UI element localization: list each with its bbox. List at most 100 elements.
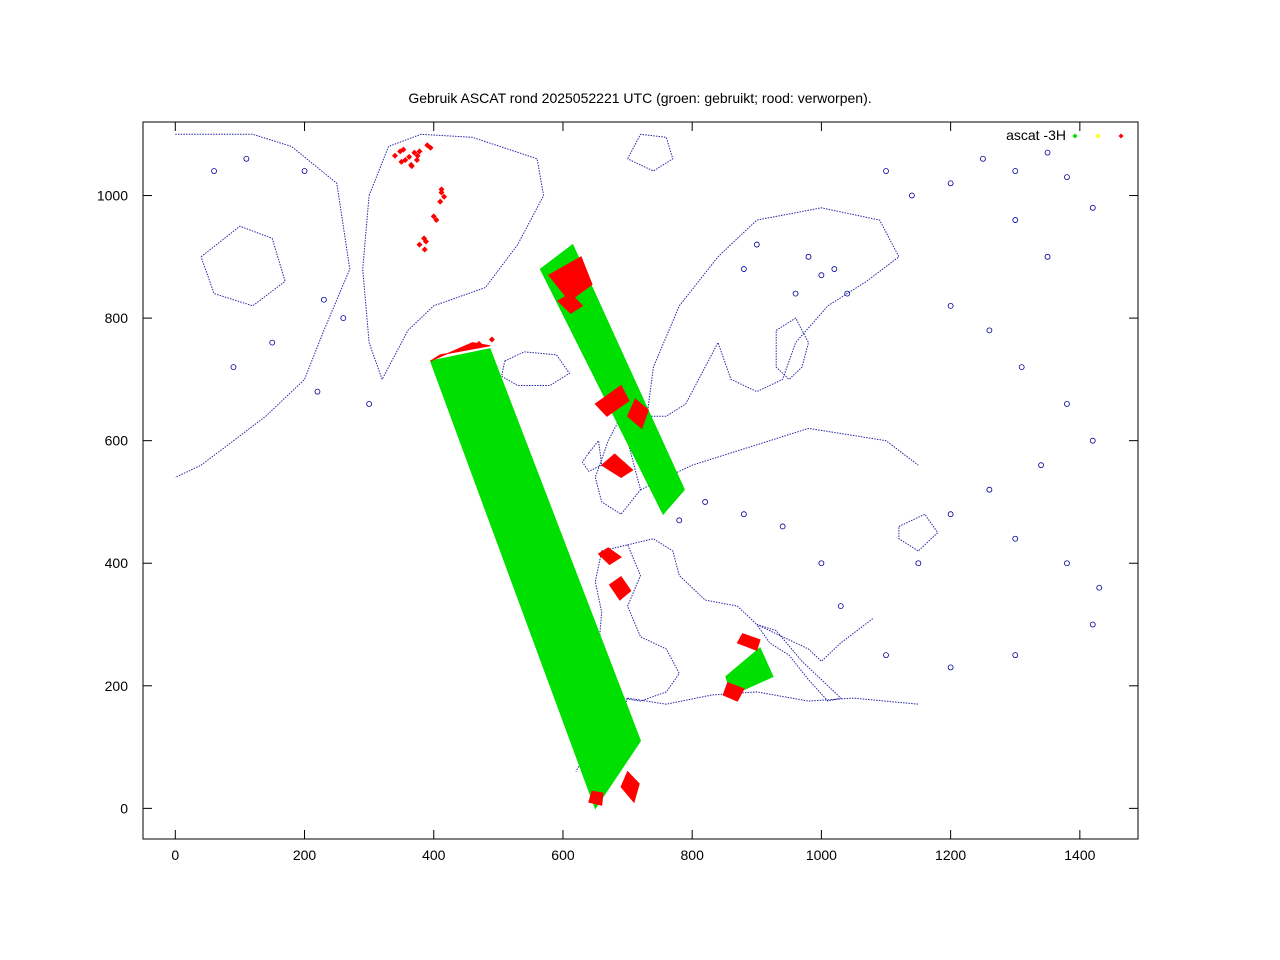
y-tick-label: 200 xyxy=(105,678,129,694)
observation-point xyxy=(406,153,413,160)
observation-point xyxy=(391,152,398,159)
observation-region xyxy=(594,384,630,417)
observation-region xyxy=(608,576,632,601)
land-speck xyxy=(947,302,954,309)
plot-frame xyxy=(142,121,1139,840)
land-speck xyxy=(883,168,889,174)
observation-point xyxy=(414,152,421,159)
land-speck xyxy=(211,168,217,174)
x-tick-label: 800 xyxy=(681,847,705,863)
land-speck xyxy=(779,523,786,530)
legend-marker xyxy=(1095,133,1101,139)
land-speck xyxy=(321,296,327,303)
land-speck xyxy=(753,241,760,248)
land-speck xyxy=(1089,437,1096,444)
land-speck xyxy=(915,560,922,567)
coastline xyxy=(581,439,603,472)
land-speck xyxy=(883,652,889,659)
land-speck xyxy=(980,155,986,162)
land-speck xyxy=(1012,652,1019,659)
land-speck xyxy=(1012,168,1019,174)
land-speck xyxy=(1038,462,1044,469)
observation-point xyxy=(441,193,448,200)
land-speck xyxy=(1064,400,1070,407)
observation-point xyxy=(400,146,407,153)
observation-region xyxy=(588,790,604,806)
coastline xyxy=(775,317,810,381)
legend-marker xyxy=(1118,133,1124,139)
x-tick-label: 0 xyxy=(171,847,179,863)
observation-point xyxy=(421,246,428,253)
coastline xyxy=(200,225,286,307)
observation-point xyxy=(411,149,418,156)
chart-title: Gebruik ASCAT rond 2025052221 UTC (groen… xyxy=(408,90,871,106)
land-speck xyxy=(702,499,709,505)
land-speck xyxy=(947,511,954,518)
observation-point xyxy=(427,144,434,151)
x-tick-label: 400 xyxy=(422,847,446,863)
y-tick-label: 1000 xyxy=(97,188,128,204)
x-tick-label: 1200 xyxy=(935,847,966,863)
observation-region xyxy=(430,342,491,362)
coastline xyxy=(594,544,680,702)
observation-region xyxy=(626,398,649,430)
x-tick-label: 600 xyxy=(551,847,575,863)
land-speck xyxy=(1044,253,1051,260)
observation-point xyxy=(408,161,415,168)
coastline xyxy=(627,133,674,172)
land-speck xyxy=(908,192,915,199)
legend-marker xyxy=(1072,133,1078,139)
observation-point xyxy=(438,189,445,196)
y-tick-label: 600 xyxy=(105,433,129,449)
land-speck xyxy=(818,272,825,279)
land-speck xyxy=(792,290,799,297)
y-tick-label: 0 xyxy=(120,800,128,816)
coastline xyxy=(362,133,545,381)
land-speck xyxy=(1012,535,1019,542)
land-speck xyxy=(230,364,237,371)
coastline xyxy=(646,207,900,417)
land-speck xyxy=(740,511,747,518)
land-speck xyxy=(947,180,954,187)
y-tick-label: 800 xyxy=(105,310,129,326)
observation-region xyxy=(539,243,685,516)
x-tick-label: 200 xyxy=(293,847,317,863)
observation-point xyxy=(398,158,405,165)
observation-point xyxy=(413,156,420,163)
coastline xyxy=(175,133,351,478)
coastline xyxy=(898,513,939,552)
observation-point xyxy=(488,336,495,343)
land-speck xyxy=(740,266,747,272)
land-speck xyxy=(1044,149,1051,156)
coastline xyxy=(594,415,642,515)
land-speck xyxy=(837,603,844,610)
observation-point xyxy=(475,340,482,347)
coastline xyxy=(640,427,919,491)
land-speck xyxy=(1089,621,1096,628)
observation-point xyxy=(422,238,429,245)
land-speck xyxy=(1064,174,1070,181)
land-speck xyxy=(314,388,321,395)
land-speck xyxy=(844,290,851,297)
observation-region xyxy=(548,256,593,302)
land-speck xyxy=(818,560,825,567)
observation-region xyxy=(620,770,640,804)
land-speck xyxy=(243,155,250,162)
land-speck xyxy=(1064,560,1070,567)
land-speck xyxy=(340,315,347,322)
land-speck xyxy=(269,339,276,346)
coastline xyxy=(756,624,842,702)
land-speck xyxy=(947,664,954,671)
observation-point xyxy=(430,213,437,220)
land-speck xyxy=(366,400,373,407)
observation-region xyxy=(597,547,622,566)
observation-point xyxy=(437,198,444,205)
land-speck xyxy=(986,327,993,334)
legend: ascat -3H xyxy=(1006,127,1124,143)
observation-region xyxy=(736,633,761,651)
land-speck xyxy=(805,253,812,260)
land-speck xyxy=(1096,584,1103,591)
land-speck xyxy=(1018,364,1025,371)
observation-point xyxy=(438,186,445,193)
observation-point xyxy=(416,148,423,155)
